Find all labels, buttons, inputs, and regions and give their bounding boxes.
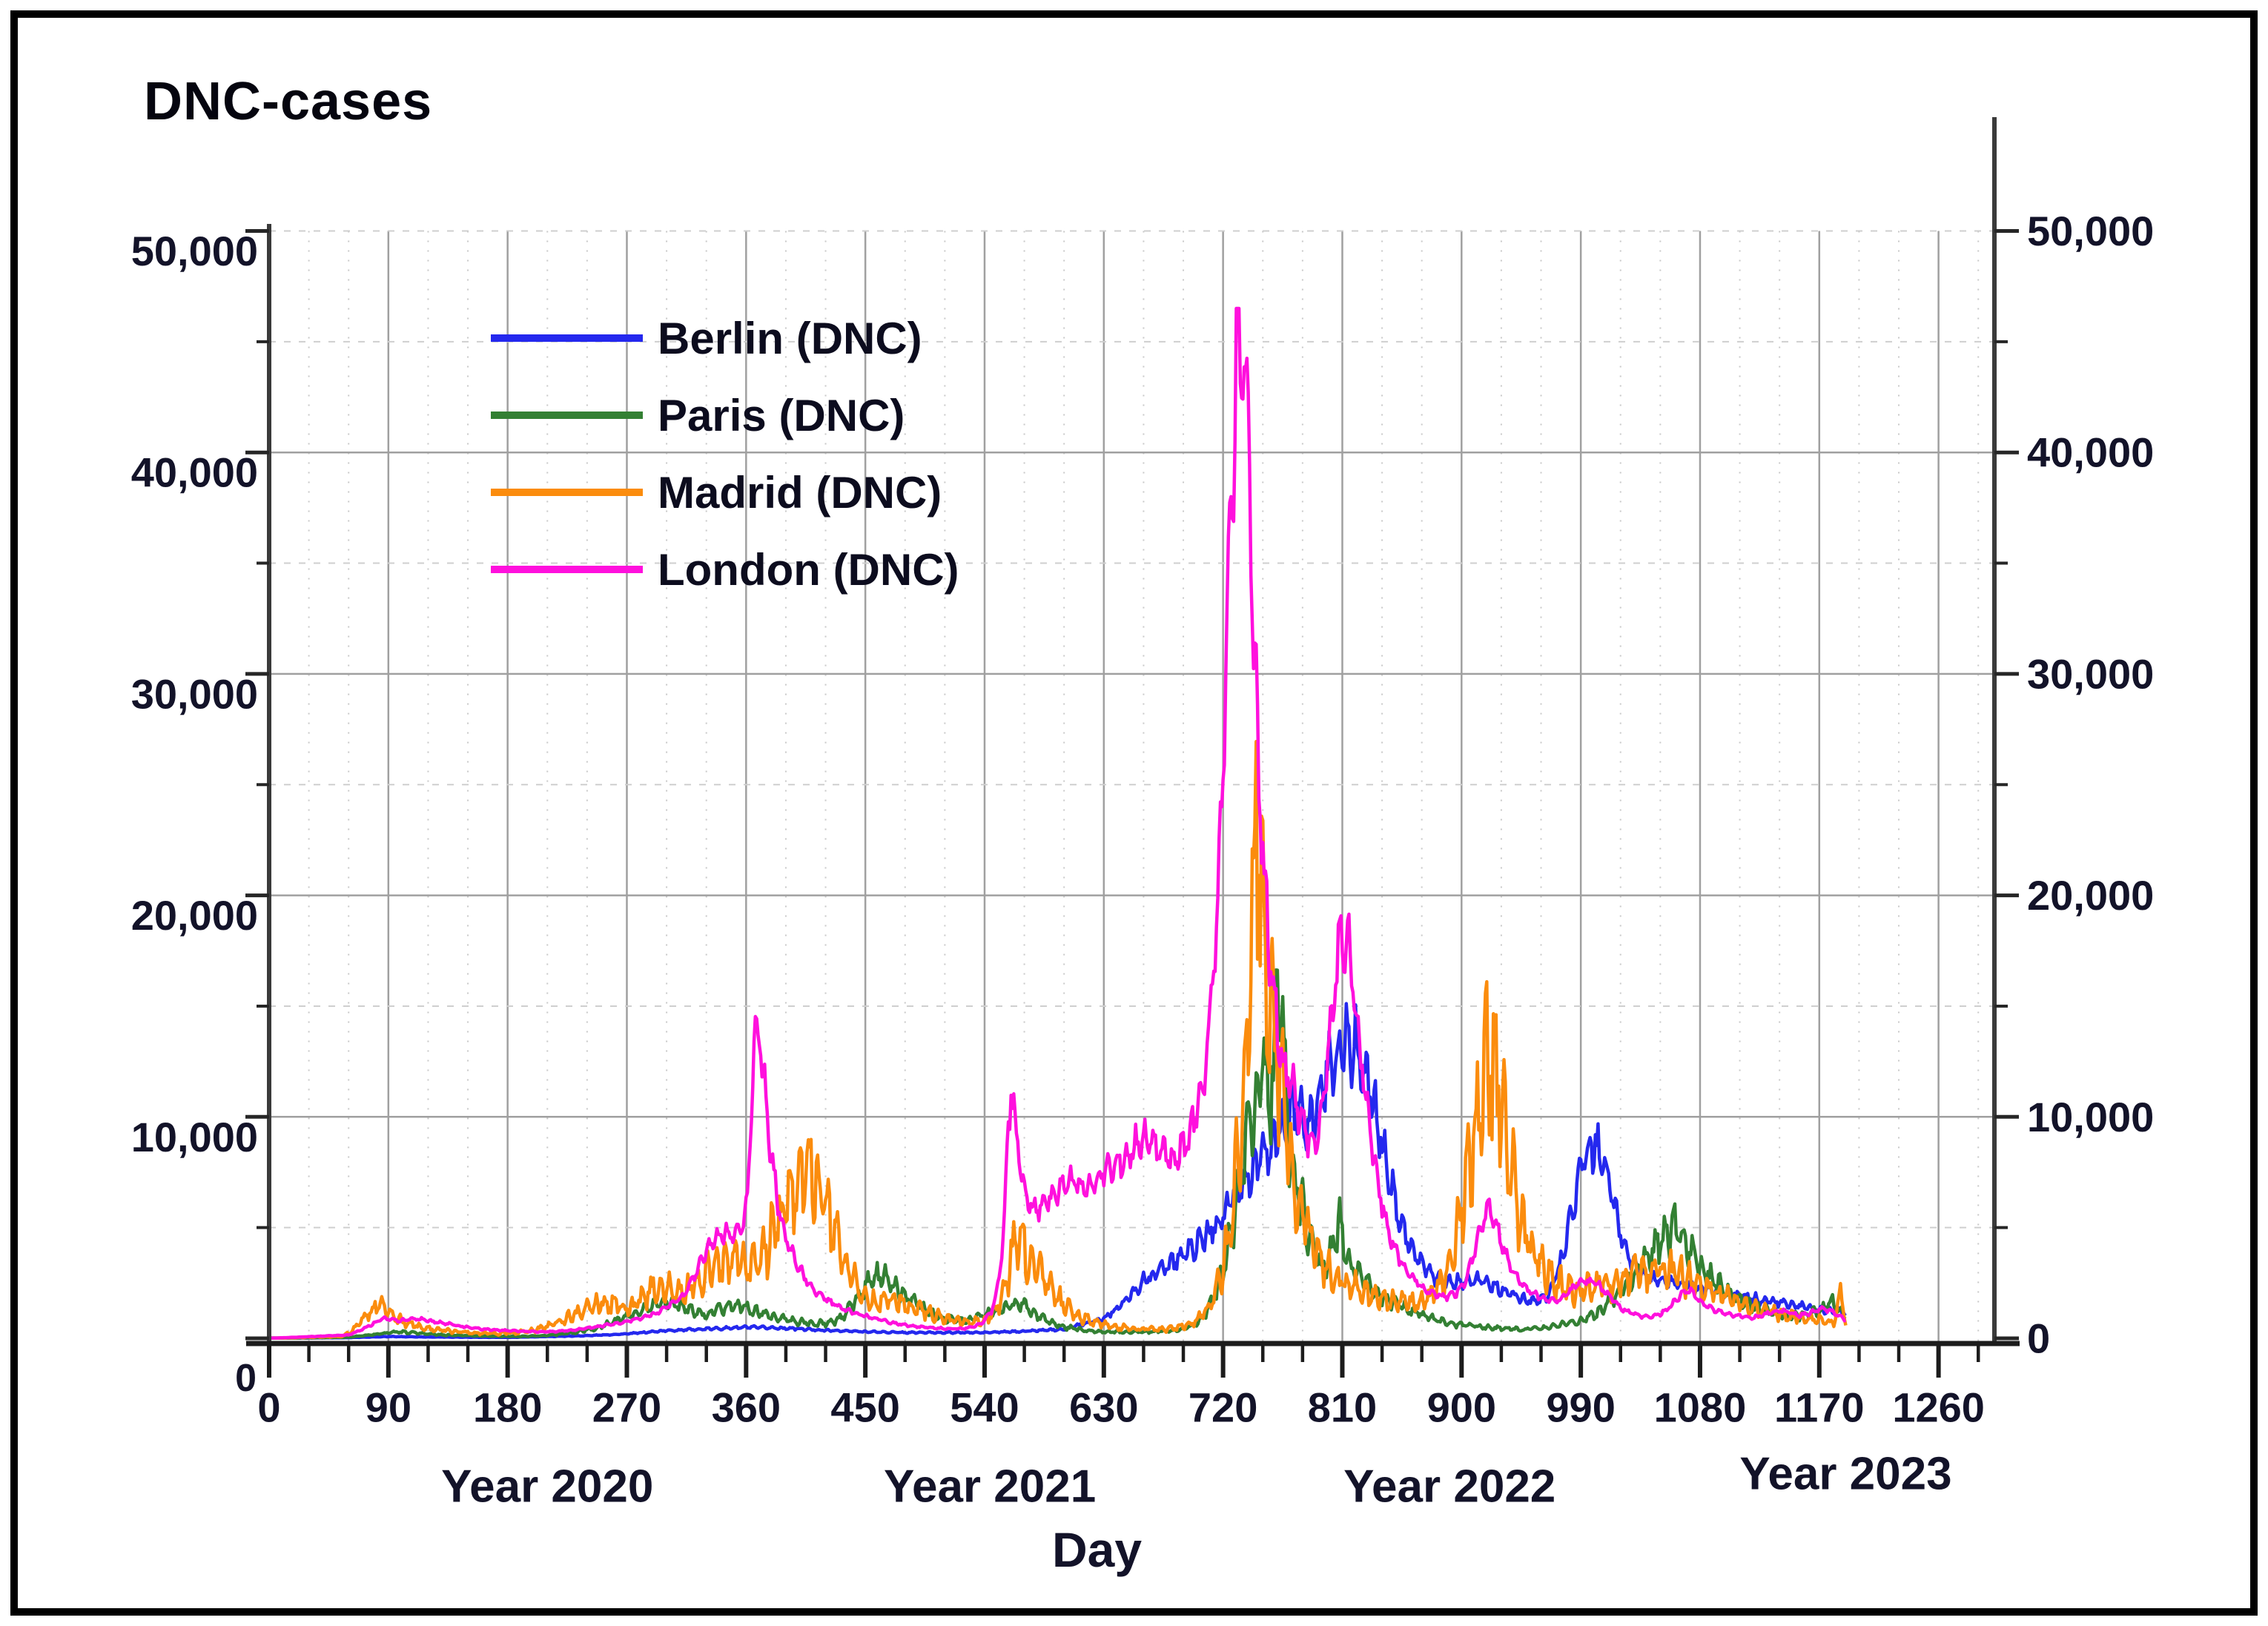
svg-text:Year 2023: Year 2023 <box>1739 1449 1951 1500</box>
svg-text:450: 450 <box>830 1384 899 1431</box>
legend-swatch-icon <box>491 412 643 419</box>
svg-text:0: 0 <box>257 1384 280 1431</box>
legend-item-madrid: Madrid (DNC) <box>491 454 959 531</box>
legend-label: Madrid (DNC) <box>658 467 942 518</box>
svg-text:0: 0 <box>235 1357 257 1400</box>
svg-text:720: 720 <box>1188 1384 1257 1431</box>
svg-text:40,000: 40,000 <box>131 449 258 496</box>
svg-text:1260: 1260 <box>1892 1384 1985 1431</box>
legend-item-paris: Paris (DNC) <box>491 377 959 454</box>
svg-text:30,000: 30,000 <box>131 670 258 717</box>
legend-swatch-icon <box>491 566 643 573</box>
legend-swatch-icon <box>491 334 643 342</box>
legend-label: London (DNC) <box>658 544 959 595</box>
svg-text:990: 990 <box>1546 1384 1615 1431</box>
svg-text:1170: 1170 <box>1774 1384 1865 1431</box>
chart-title: DNC-cases <box>144 72 433 131</box>
svg-text:Day: Day <box>1052 1522 1142 1577</box>
svg-text:50,000: 50,000 <box>2027 208 2154 254</box>
svg-text:1080: 1080 <box>1654 1384 1747 1431</box>
svg-text:50,000: 50,000 <box>131 228 258 274</box>
svg-text:30,000: 30,000 <box>2027 650 2154 697</box>
svg-text:Year 2021: Year 2021 <box>884 1461 1096 1513</box>
svg-text:20,000: 20,000 <box>131 892 258 939</box>
svg-text:Year 2022: Year 2022 <box>1343 1461 1555 1513</box>
svg-text:360: 360 <box>712 1384 781 1431</box>
chart-plot-area: 50,000 40,000 30,000 20,000 10,000 0 50,000 40,… <box>131 117 2154 1577</box>
svg-text:270: 270 <box>592 1384 661 1431</box>
svg-text:900: 900 <box>1427 1384 1496 1431</box>
legend-label: Paris (DNC) <box>658 390 905 440</box>
legend-label: Berlin (DNC) <box>658 313 922 363</box>
svg-text:Year 2020: Year 2020 <box>441 1461 653 1513</box>
legend-item-berlin: Berlin (DNC) <box>491 300 959 377</box>
legend-item-london: London (DNC) <box>491 531 959 608</box>
svg-text:20,000: 20,000 <box>2027 872 2154 919</box>
svg-text:630: 630 <box>1069 1384 1138 1431</box>
figure-border: DNC-cases 50,000 40,000 30,000 20,000 10,000… <box>10 10 2258 1616</box>
svg-text:40,000: 40,000 <box>2027 429 2154 476</box>
svg-text:540: 540 <box>950 1384 1019 1431</box>
svg-text:180: 180 <box>473 1384 542 1431</box>
svg-text:10,000: 10,000 <box>2027 1094 2154 1140</box>
legend-swatch-icon <box>491 489 643 496</box>
svg-text:0: 0 <box>2027 1315 2050 1362</box>
svg-text:810: 810 <box>1308 1384 1377 1431</box>
svg-text:10,000: 10,000 <box>131 1114 258 1160</box>
svg-text:90: 90 <box>366 1384 411 1431</box>
legend: Berlin (DNC) Paris (DNC) Madrid (DNC) Londo… <box>491 300 959 608</box>
